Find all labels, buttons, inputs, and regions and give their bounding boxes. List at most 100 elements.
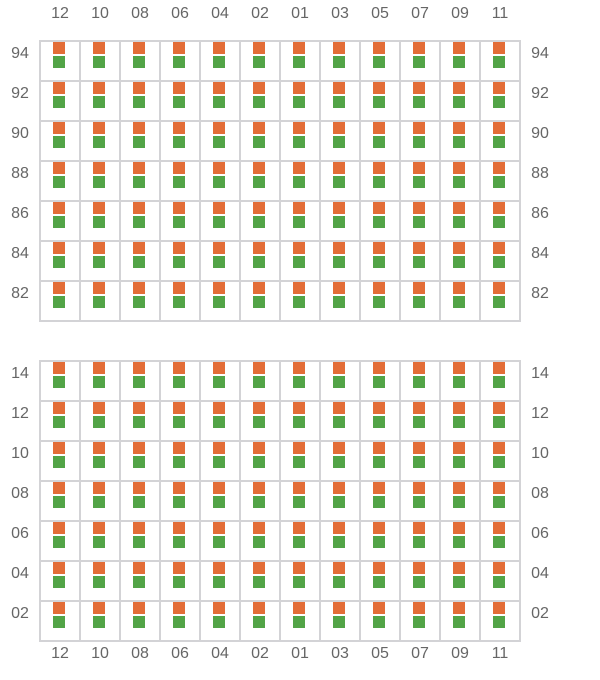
seat-orange[interactable] xyxy=(173,602,185,614)
seat-cell[interactable] xyxy=(161,362,201,402)
seat-orange[interactable] xyxy=(413,442,425,454)
seat-cell[interactable] xyxy=(241,202,281,242)
seat-green[interactable] xyxy=(293,576,305,588)
seat-green[interactable] xyxy=(213,136,225,148)
seat-green[interactable] xyxy=(373,96,385,108)
seat-green[interactable] xyxy=(413,176,425,188)
seat-cell[interactable] xyxy=(481,482,521,522)
seat-cell[interactable] xyxy=(281,402,321,442)
seat-green[interactable] xyxy=(93,536,105,548)
seat-cell[interactable] xyxy=(361,202,401,242)
seat-orange[interactable] xyxy=(453,82,465,94)
seat-cell[interactable] xyxy=(241,82,281,122)
seat-cell[interactable] xyxy=(81,42,121,82)
seat-green[interactable] xyxy=(93,56,105,68)
seat-cell[interactable] xyxy=(441,402,481,442)
seat-green[interactable] xyxy=(53,136,65,148)
seat-green[interactable] xyxy=(133,136,145,148)
seat-cell[interactable] xyxy=(241,482,281,522)
seat-cell[interactable] xyxy=(401,522,441,562)
seat-orange[interactable] xyxy=(53,522,65,534)
seat-green[interactable] xyxy=(333,56,345,68)
seat-green[interactable] xyxy=(413,296,425,308)
seat-green[interactable] xyxy=(373,216,385,228)
seat-green[interactable] xyxy=(373,456,385,468)
seat-cell[interactable] xyxy=(321,122,361,162)
seat-cell[interactable] xyxy=(441,122,481,162)
seat-green[interactable] xyxy=(93,576,105,588)
seat-cell[interactable] xyxy=(201,242,241,282)
seat-orange[interactable] xyxy=(93,162,105,174)
seat-green[interactable] xyxy=(293,56,305,68)
seat-orange[interactable] xyxy=(413,402,425,414)
seat-cell[interactable] xyxy=(361,82,401,122)
seat-orange[interactable] xyxy=(373,162,385,174)
seat-green[interactable] xyxy=(173,536,185,548)
seat-green[interactable] xyxy=(413,136,425,148)
seat-green[interactable] xyxy=(333,456,345,468)
seat-green[interactable] xyxy=(133,56,145,68)
seat-orange[interactable] xyxy=(453,562,465,574)
seat-green[interactable] xyxy=(173,576,185,588)
seat-green[interactable] xyxy=(453,136,465,148)
seat-orange[interactable] xyxy=(93,202,105,214)
seat-green[interactable] xyxy=(213,56,225,68)
seat-orange[interactable] xyxy=(173,362,185,374)
seat-green[interactable] xyxy=(413,616,425,628)
seat-cell[interactable] xyxy=(121,282,161,322)
seat-orange[interactable] xyxy=(93,562,105,574)
seat-orange[interactable] xyxy=(253,562,265,574)
seat-green[interactable] xyxy=(53,456,65,468)
seat-orange[interactable] xyxy=(293,362,305,374)
seat-green[interactable] xyxy=(173,136,185,148)
seat-cell[interactable] xyxy=(361,362,401,402)
seat-orange[interactable] xyxy=(133,602,145,614)
seat-green[interactable] xyxy=(453,376,465,388)
seat-cell[interactable] xyxy=(241,42,281,82)
seat-green[interactable] xyxy=(333,296,345,308)
seat-orange[interactable] xyxy=(373,562,385,574)
seat-cell[interactable] xyxy=(241,242,281,282)
seat-cell[interactable] xyxy=(401,282,441,322)
seat-green[interactable] xyxy=(373,136,385,148)
seat-cell[interactable] xyxy=(81,242,121,282)
seat-orange[interactable] xyxy=(53,442,65,454)
seat-orange[interactable] xyxy=(493,242,505,254)
seat-green[interactable] xyxy=(53,376,65,388)
seat-cell[interactable] xyxy=(281,522,321,562)
seat-orange[interactable] xyxy=(293,82,305,94)
seat-green[interactable] xyxy=(133,496,145,508)
seat-green[interactable] xyxy=(453,56,465,68)
seat-green[interactable] xyxy=(173,616,185,628)
seat-orange[interactable] xyxy=(93,442,105,454)
seat-green[interactable] xyxy=(373,576,385,588)
seat-orange[interactable] xyxy=(453,162,465,174)
seat-orange[interactable] xyxy=(53,362,65,374)
seat-green[interactable] xyxy=(93,376,105,388)
seat-green[interactable] xyxy=(333,376,345,388)
seat-green[interactable] xyxy=(53,296,65,308)
seat-cell[interactable] xyxy=(81,562,121,602)
seat-green[interactable] xyxy=(213,216,225,228)
seat-orange[interactable] xyxy=(173,202,185,214)
seat-cell[interactable] xyxy=(161,402,201,442)
seat-green[interactable] xyxy=(453,176,465,188)
seat-green[interactable] xyxy=(373,536,385,548)
seat-green[interactable] xyxy=(333,176,345,188)
seat-cell[interactable] xyxy=(121,242,161,282)
seat-orange[interactable] xyxy=(173,522,185,534)
seat-green[interactable] xyxy=(453,576,465,588)
seat-orange[interactable] xyxy=(53,602,65,614)
seat-cell[interactable] xyxy=(361,562,401,602)
seat-orange[interactable] xyxy=(253,242,265,254)
seat-cell[interactable] xyxy=(201,522,241,562)
seat-orange[interactable] xyxy=(333,242,345,254)
seat-green[interactable] xyxy=(413,416,425,428)
seat-orange[interactable] xyxy=(53,482,65,494)
seat-green[interactable] xyxy=(333,96,345,108)
seat-cell[interactable] xyxy=(441,242,481,282)
seat-green[interactable] xyxy=(293,296,305,308)
seat-orange[interactable] xyxy=(173,562,185,574)
seat-orange[interactable] xyxy=(213,282,225,294)
seat-cell[interactable] xyxy=(201,42,241,82)
